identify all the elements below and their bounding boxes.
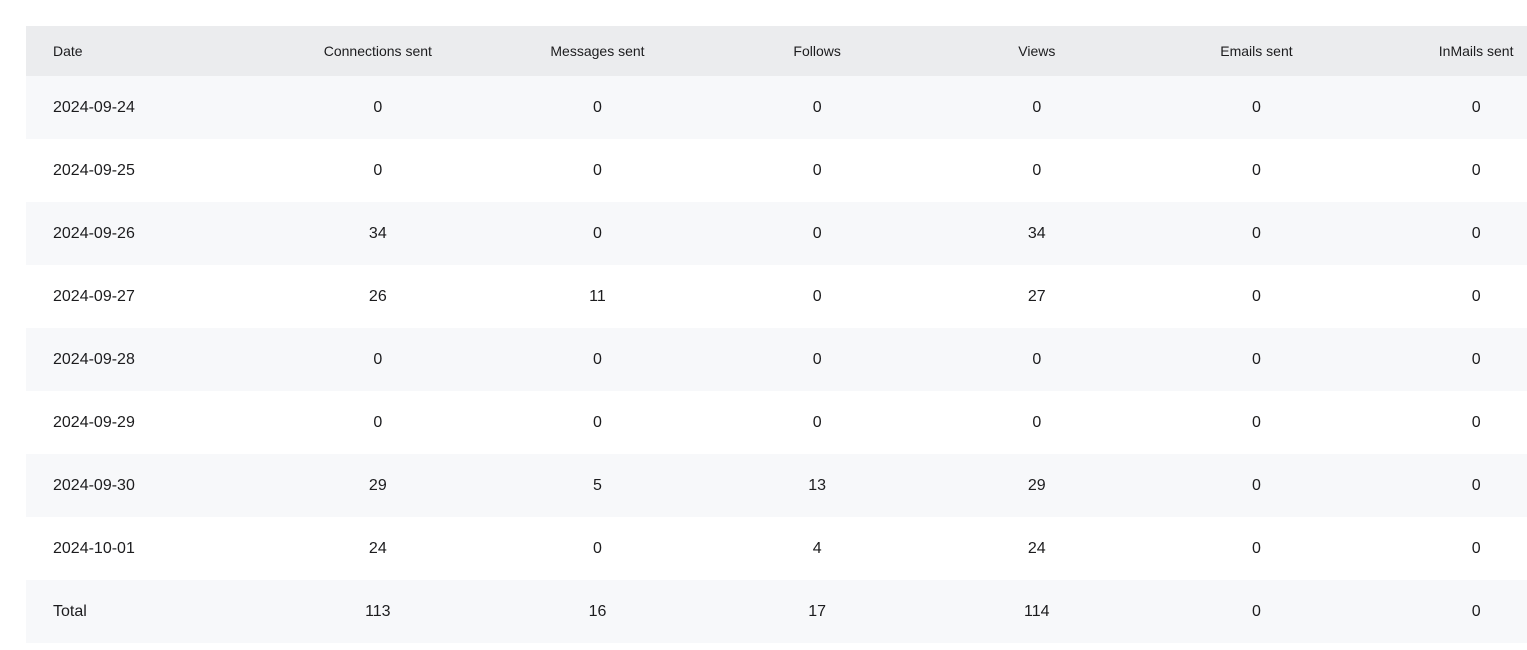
- column-header-inmails-sent: InMails sent: [1438, 43, 1514, 59]
- cell-messages-sent: 11: [589, 287, 606, 305]
- column-header-date: Date: [53, 43, 83, 59]
- cell-emails-sent: 0: [1252, 287, 1261, 305]
- cell-messages-sent: 0: [593, 539, 602, 557]
- column-header-follows: Follows: [793, 43, 841, 59]
- table-row: 2024-09-28 0 0 0 0 0 0: [26, 328, 1527, 391]
- cell-messages-sent: 5: [593, 476, 602, 494]
- column-header-connections-sent: Connections sent: [323, 43, 432, 59]
- cell-emails-sent: 0: [1252, 539, 1261, 557]
- cell-views: 34: [1027, 224, 1046, 242]
- cell-views: 27: [1027, 287, 1046, 305]
- table-row: 2024-09-27 26 11 0 27 0 0: [26, 265, 1527, 328]
- table-row: 2024-10-01 24 0 4 24 0 0: [26, 517, 1527, 580]
- cell-date: Total: [53, 602, 87, 620]
- cell-messages-sent: 0: [593, 224, 602, 242]
- table-row: 2024-09-29 0 0 0 0 0 0: [26, 391, 1527, 454]
- cell-follows: 4: [812, 539, 822, 557]
- cell-inmails-sent: 0: [1471, 287, 1481, 305]
- cell-messages-sent: 0: [593, 98, 602, 116]
- cell-date: 2024-09-30: [53, 476, 135, 494]
- cell-date: 2024-09-26: [53, 224, 135, 242]
- cell-follows: 0: [812, 98, 822, 116]
- cell-views: 0: [1032, 413, 1042, 431]
- cell-connections-sent: 0: [373, 161, 383, 179]
- cell-connections-sent: 0: [373, 413, 383, 431]
- column-header-views: Views: [1018, 43, 1056, 59]
- cell-inmails-sent: 0: [1471, 602, 1481, 620]
- cell-date: 2024-10-01: [53, 539, 135, 557]
- cell-follows: 0: [812, 224, 822, 242]
- cell-inmails-sent: 0: [1471, 539, 1481, 557]
- cell-views: 0: [1032, 98, 1042, 116]
- table-header-row: Date Connections sent Messages sent Follows…: [26, 26, 1527, 76]
- cell-date: 2024-09-29: [53, 413, 135, 431]
- cell-follows: 0: [812, 350, 822, 368]
- cell-messages-sent: 0: [593, 413, 602, 431]
- cell-views: 114: [1024, 602, 1050, 620]
- cell-follows: 0: [812, 161, 822, 179]
- cell-inmails-sent: 0: [1471, 413, 1481, 431]
- cell-connections-sent: 113: [365, 602, 391, 620]
- table-row: 2024-09-30 29 5 13 29 0 0: [26, 454, 1527, 517]
- cell-emails-sent: 0: [1252, 161, 1261, 179]
- cell-emails-sent: 0: [1252, 98, 1261, 116]
- cell-follows: 0: [812, 413, 822, 431]
- cell-emails-sent: 0: [1252, 413, 1261, 431]
- stats-table: Date Connections sent Messages sent Follows…: [26, 26, 1527, 643]
- table-row: 2024-09-24 0 0 0 0 0 0: [26, 76, 1527, 139]
- cell-inmails-sent: 0: [1471, 161, 1481, 179]
- column-header-emails-sent: Emails sent: [1220, 43, 1293, 59]
- cell-connections-sent: 0: [373, 98, 383, 116]
- cell-follows: 13: [808, 476, 827, 494]
- cell-emails-sent: 0: [1252, 224, 1261, 242]
- cell-date: 2024-09-27: [53, 287, 135, 305]
- cell-views: 24: [1027, 539, 1046, 557]
- cell-views: 0: [1032, 350, 1042, 368]
- cell-date: 2024-09-28: [53, 350, 135, 368]
- cell-emails-sent: 0: [1252, 476, 1261, 494]
- cell-emails-sent: 0: [1252, 602, 1261, 620]
- cell-follows: 17: [808, 602, 827, 620]
- stats-table-container: Date Connections sent Messages sent Follows…: [26, 26, 1527, 643]
- table-row: 2024-09-25 0 0 0 0 0 0: [26, 139, 1527, 202]
- cell-emails-sent: 0: [1252, 350, 1261, 368]
- cell-inmails-sent: 0: [1471, 224, 1481, 242]
- cell-views: 29: [1027, 476, 1046, 494]
- table-row: 2024-09-26 34 0 0 34 0 0: [26, 202, 1527, 265]
- cell-date: 2024-09-24: [53, 98, 135, 116]
- cell-inmails-sent: 0: [1471, 350, 1481, 368]
- cell-connections-sent: 34: [368, 224, 387, 242]
- cell-messages-sent: 0: [593, 161, 602, 179]
- column-header-messages-sent: Messages sent: [550, 43, 645, 59]
- cell-follows: 0: [812, 287, 822, 305]
- cell-messages-sent: 16: [588, 602, 607, 620]
- cell-connections-sent: 29: [368, 476, 387, 494]
- cell-connections-sent: 24: [368, 539, 387, 557]
- cell-messages-sent: 0: [593, 350, 602, 368]
- cell-inmails-sent: 0: [1471, 98, 1481, 116]
- table-total-row: Total 113 16 17 114 0 0: [26, 580, 1527, 643]
- cell-date: 2024-09-25: [53, 161, 135, 179]
- cell-inmails-sent: 0: [1471, 476, 1481, 494]
- cell-connections-sent: 26: [368, 287, 387, 305]
- cell-connections-sent: 0: [373, 350, 383, 368]
- cell-views: 0: [1032, 161, 1042, 179]
